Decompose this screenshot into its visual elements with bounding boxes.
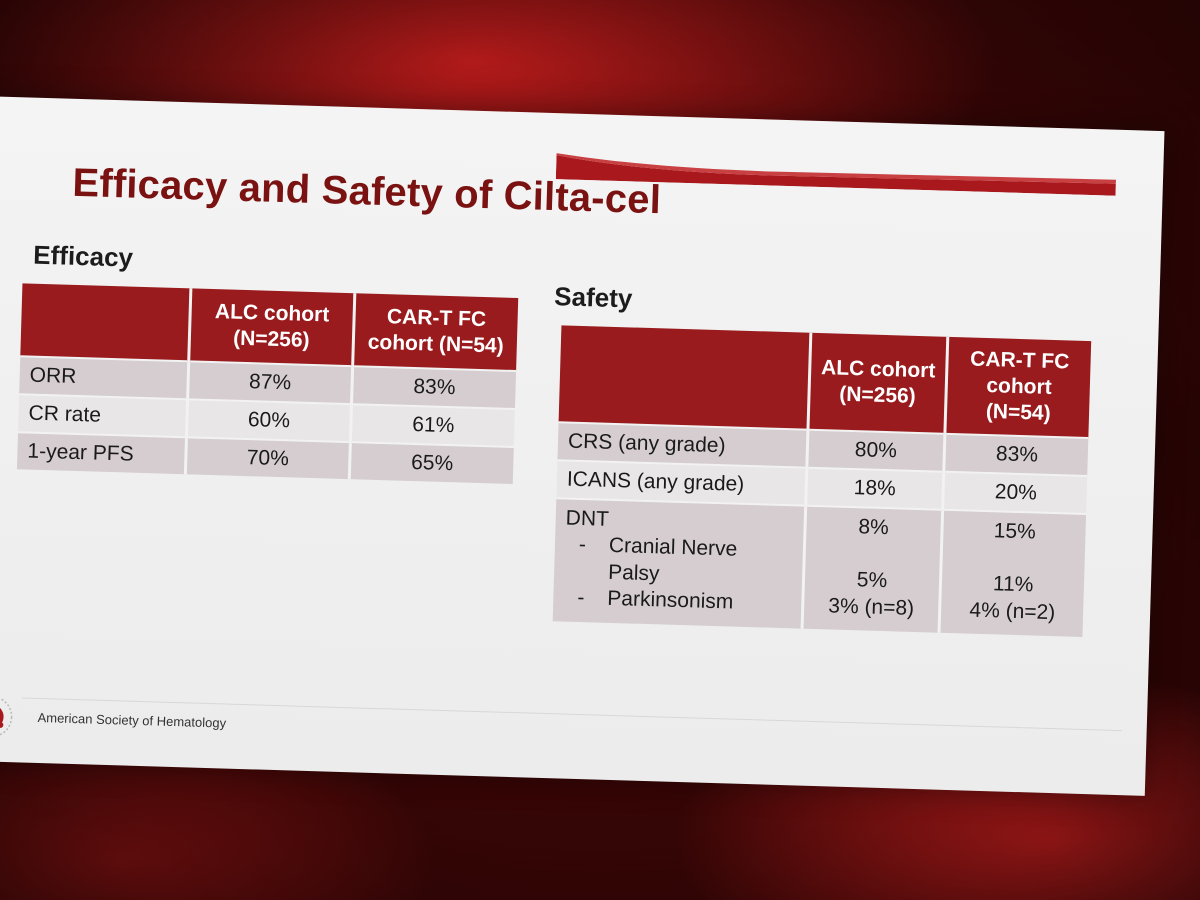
safety-table: ALC cohort (N=256) CAR-T FC cohort (N=54… (552, 325, 1092, 637)
alc-value: 70% (185, 437, 351, 480)
row-label: ORR (19, 356, 189, 400)
alc-value: 87% (187, 361, 353, 405)
fc-value: 15% (993, 519, 1037, 544)
dnt-sub-label: Parkinsonism (607, 586, 734, 614)
dnt-label-cell: DNT - Cranial Nerve Palsy - Parkinsonism (552, 498, 806, 629)
alc-value: 8% (858, 515, 890, 540)
alc-value: 5% (856, 568, 888, 593)
header-accent-band (555, 153, 1117, 196)
dash-bullet: - (578, 533, 587, 557)
dnt-sub-item: - Parkinsonism (563, 584, 791, 617)
alc-value: 3% (n=8) (828, 593, 915, 620)
alc-value: 60% (186, 399, 352, 443)
alc-value: 80% (806, 429, 946, 472)
table-row-dnt: DNT - Cranial Nerve Palsy - Parkinsonism 8… (552, 498, 1087, 637)
fc-value: 65% (349, 442, 514, 484)
alc-value: 18% (805, 467, 945, 510)
row-label: CR rate (18, 394, 188, 438)
dnt-sub-label: Cranial Nerve Palsy (607, 534, 738, 585)
safety-header-alc: ALC cohort (N=256) (807, 332, 949, 434)
footer-org-name: American Society of Hematology (37, 709, 227, 731)
safety-header-blank (558, 325, 811, 430)
fc-value: 83% (944, 433, 1089, 477)
row-label: 1-year PFS (16, 432, 187, 475)
fc-value: 11% (992, 572, 1034, 597)
dnt-alc-cell: 8% 5% 3% (n=8) (801, 505, 944, 633)
fc-value: 83% (351, 366, 517, 410)
safety-header-fc: CAR-T FC cohort (N=54) (945, 336, 1092, 439)
dnt-fc-cell: 15% 11% 4% (n=2) (939, 509, 1087, 637)
efficacy-heading: Efficacy (32, 239, 134, 273)
fc-value: 20% (943, 471, 1088, 514)
efficacy-header-fc: CAR-T FC cohort (N=54) (352, 293, 519, 372)
fc-value: 61% (350, 404, 515, 447)
efficacy-table: ALC cohort (N=256) CAR-T FC cohort (N=54… (16, 283, 519, 484)
projected-slide: Efficacy and Safety of Cilta-cel Efficac… (0, 96, 1165, 796)
dnt-label: DNT (565, 506, 610, 531)
ash-logo-icon (0, 695, 13, 738)
dash-bullet: - (577, 585, 585, 609)
efficacy-header-blank (20, 283, 192, 362)
dnt-sub-item: - Cranial Nerve Palsy (564, 532, 793, 591)
efficacy-header-alc: ALC cohort (N=256) (188, 288, 355, 367)
safety-header-row: ALC cohort (N=256) CAR-T FC cohort (N=54… (558, 325, 1092, 439)
safety-heading: Safety (553, 281, 633, 314)
fc-value: 4% (n=2) (969, 598, 1056, 624)
